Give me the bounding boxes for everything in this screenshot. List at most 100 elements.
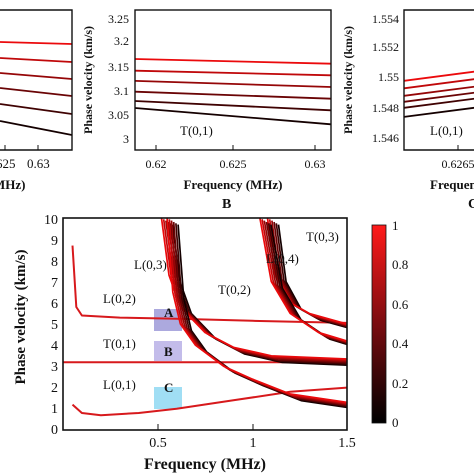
- main-ytick-label: 5: [51, 318, 58, 333]
- panel-b-ytick-label: 3.15: [108, 60, 129, 74]
- panel-a-xlabel: MHz): [0, 177, 25, 192]
- main-xlabel: Frequency (MHz): [144, 456, 266, 473]
- panel-b-letter: B: [222, 197, 231, 212]
- main-ytick-label: 2: [51, 381, 58, 396]
- panel-b-ytick-label: 3.1: [114, 84, 129, 98]
- panel-b-ytick-label: 3.2: [114, 34, 129, 48]
- main-ytick-label: 10: [44, 213, 58, 228]
- panel-c-lines: [404, 70, 474, 118]
- panel-c-series-line: [404, 70, 474, 82]
- panel-c-series-line: [404, 97, 474, 109]
- colorbar: 1 0.8 0.6 0.4 0.2 0: [371, 218, 409, 430]
- panel-c-letter: C: [468, 197, 474, 212]
- main-ytick-label: 9: [51, 234, 58, 249]
- main-ytick-label: 1: [51, 402, 58, 417]
- main-ytick-label: 3: [51, 360, 58, 375]
- panel-c-ylabel: Phase velocity (km/s): [341, 26, 355, 134]
- main-xticks: 0.5 1 1.5: [149, 424, 356, 451]
- panel-b-ytick-label: 3: [123, 132, 129, 146]
- panel-a-series-line: [0, 87, 72, 97]
- panel-b-frame: [134, 9, 332, 151]
- mode-label-l01: L(0,1): [103, 377, 136, 392]
- main-ylabel: Phase velocity (km/s): [13, 250, 29, 385]
- dispersion-curve-L(0,3): [168, 219, 347, 405]
- panel-a-frame: [0, 9, 73, 151]
- panel-a-xtick-label: 625: [0, 156, 16, 171]
- colorbar-tick-label: 0: [392, 415, 399, 430]
- main-plot: Phase velocity (km/s) 10 9 8 7 6 5 4 3 2…: [13, 213, 356, 473]
- main-ytick-label: 0: [51, 423, 58, 438]
- mode-label-t01: T(0,1): [103, 336, 136, 351]
- main-ytick-label: 7: [51, 276, 58, 291]
- panel-c-xtick-label: 0.6265: [442, 157, 474, 171]
- main-ytick-label: 6: [51, 297, 58, 312]
- main-xtick-label: 1.5: [338, 436, 356, 451]
- dispersion-curve-L(0,3): [170, 220, 347, 406]
- colorbar-tick-label: 0.6: [392, 297, 409, 312]
- panel-b-xtick-label: 0.63: [305, 157, 326, 171]
- dispersion-curve-L(0,2): [71, 245, 347, 324]
- panel-b-ylabel: Phase velocity (km/s): [81, 26, 95, 134]
- box-label-b: B: [164, 344, 173, 359]
- colorbar-tick-label: 0.2: [392, 376, 408, 391]
- panel-b-lines: [135, 58, 331, 126]
- panel-b-xlabel: Frequency (MHz): [183, 177, 282, 192]
- highlight-box-a: [154, 309, 182, 331]
- panel-a-series-line: [0, 103, 72, 115]
- panel-b-series-line: [135, 90, 331, 100]
- highlight-box-c: [154, 387, 182, 409]
- box-label-a: A: [164, 305, 174, 320]
- panel-b-series-line: [135, 69, 331, 77]
- panel-c-ytick-label: 1.554: [372, 12, 399, 26]
- panel-c-ytick-label: 1.552: [372, 40, 399, 54]
- dispersion-curve-T(0,2): [160, 218, 347, 360]
- panel-c-ytick-label: 1.55: [378, 70, 399, 84]
- panel-b-xtick-label: 0.625: [220, 157, 247, 171]
- colorbar-tick-label: 1: [392, 218, 399, 233]
- panel-a-series-line: [0, 41, 72, 45]
- main-yticks: 10 9 8 7 6 5 4 3 2 1 0: [44, 213, 58, 438]
- panel-c: Phase velocity (km/s) 1.554 1.552 1.55 1…: [341, 9, 474, 212]
- colorbar-tick-label: 0.4: [392, 336, 409, 351]
- panel-b-series-line: [135, 100, 331, 112]
- mode-label-l03: L(0,3): [134, 257, 167, 272]
- mode-label-l04: L(0,4): [266, 251, 299, 266]
- panel-c-ytick-label: 1.548: [372, 101, 399, 115]
- box-label-c: C: [164, 380, 173, 395]
- main-xtick-label: 0.5: [149, 436, 167, 451]
- panel-a-lines: [0, 41, 72, 136]
- mode-label-t03: T(0,3): [306, 229, 339, 244]
- mode-label-t02: T(0,2): [218, 282, 251, 297]
- panel-b-series-line: [135, 107, 331, 126]
- colorbar-tick-label: 0.8: [392, 257, 408, 272]
- main-ytick-label: 8: [51, 255, 58, 270]
- panel-a-series-line: [0, 72, 72, 80]
- panel-c-mode-label: L(0,1): [430, 123, 463, 138]
- dispersion-curve-T(0,3): [259, 218, 347, 342]
- highlight-box-b: [154, 341, 182, 361]
- panel-b-xtick-label: 0.62: [146, 157, 167, 171]
- panel-c-series-line: [404, 106, 474, 118]
- panel-b-ytick-label: 3.25: [108, 12, 129, 26]
- dispersion-curve-L(0,3): [166, 218, 347, 404]
- panel-c-series-line: [404, 78, 474, 90]
- panel-b-mode-label: T(0,1): [180, 123, 213, 138]
- main-ytick-label: 4: [51, 339, 58, 354]
- panel-c-frame: [403, 9, 474, 151]
- panel-c-ytick-label: 1.546: [372, 131, 399, 145]
- panel-a: 625 0.63 MHz): [0, 9, 73, 192]
- panel-b-ytick-label: 3.05: [108, 108, 129, 122]
- colorbar-gradient: [371, 224, 387, 424]
- panel-b-series-line: [135, 80, 331, 88]
- panel-a-series-line: [0, 57, 72, 63]
- panel-c-xlabel: Frequen: [430, 177, 474, 192]
- panel-c-series-line: [404, 85, 474, 97]
- mode-label-l02: L(0,2): [103, 291, 136, 306]
- panel-c-series-line: [404, 91, 474, 103]
- panel-a-series-line: [0, 120, 72, 136]
- main-xtick-label: 1: [250, 436, 257, 451]
- dispersion-curve-L(0,3): [172, 221, 347, 407]
- panel-b-series-line: [135, 58, 331, 65]
- panel-a-xtick-label: 0.63: [27, 156, 50, 171]
